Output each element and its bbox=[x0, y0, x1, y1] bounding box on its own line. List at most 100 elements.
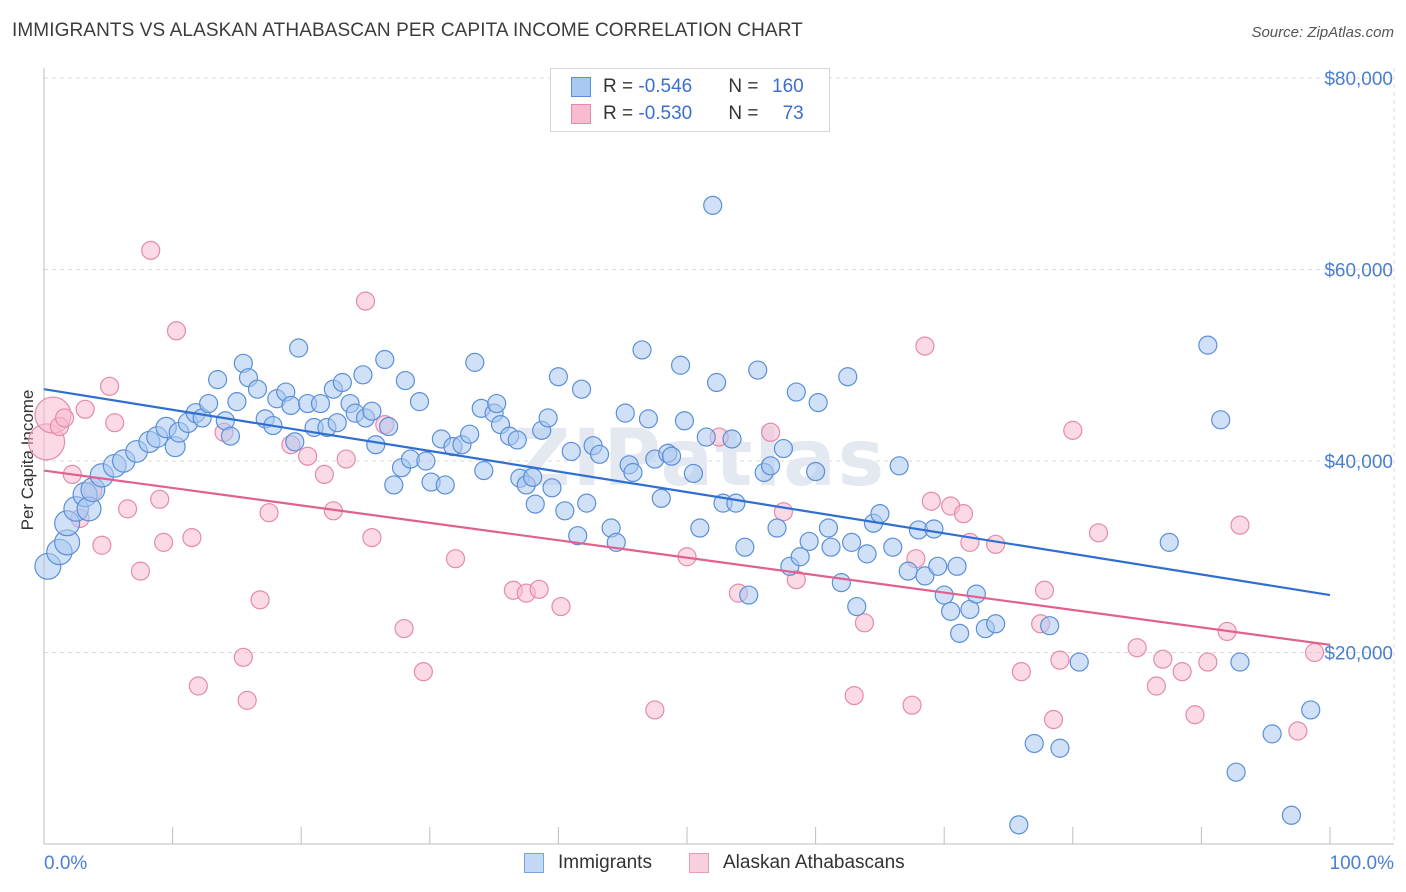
immigrant-point bbox=[1024, 733, 1044, 754]
source-credit: Source: ZipAtlas.com bbox=[1251, 24, 1394, 41]
legend-item-immigrants[interactable]: Immigrants bbox=[524, 852, 652, 874]
athabascan-point bbox=[844, 685, 864, 706]
athabascan-point bbox=[413, 662, 433, 682]
immigrant-point bbox=[941, 601, 961, 621]
athabascan-point bbox=[141, 240, 161, 260]
immigrant-point bbox=[310, 393, 331, 414]
legend-swatch-immigrants bbox=[524, 853, 544, 873]
immigrant-point bbox=[986, 614, 1006, 634]
immigrant-point bbox=[561, 441, 581, 462]
immigrant-point bbox=[638, 409, 659, 429]
immigrant-point bbox=[362, 401, 382, 421]
immigrant-point bbox=[416, 451, 436, 471]
legend-label-immigrants: Immigrants bbox=[558, 852, 652, 873]
athabascan-point bbox=[1172, 662, 1192, 682]
trend-line-alaskan-athabascans bbox=[43, 469, 1331, 646]
immigrant-point bbox=[690, 518, 710, 538]
athabascan-point bbox=[1230, 515, 1250, 535]
immigrant-point bbox=[898, 561, 918, 581]
athabascan-point bbox=[233, 647, 253, 667]
athabascan-point bbox=[298, 446, 318, 466]
correlation-legend: R = -0.546 N = 160 R = -0.530 N = 73 bbox=[550, 68, 830, 132]
athabascan-point bbox=[355, 291, 376, 311]
immigrant-point bbox=[589, 444, 610, 464]
legend-item-alaskan-athabascans[interactable]: Alaskan Athabascans bbox=[689, 852, 905, 874]
immigrant-point bbox=[1159, 532, 1179, 552]
athabascan-point bbox=[1304, 642, 1325, 663]
athabascan-point bbox=[1011, 662, 1031, 682]
immigrant-point bbox=[706, 372, 727, 393]
athabascan-point bbox=[182, 527, 202, 548]
athabascan-point bbox=[153, 532, 174, 552]
athabascan-point bbox=[75, 399, 95, 419]
athabascan-point bbox=[953, 504, 974, 524]
athabascan-point bbox=[105, 413, 125, 433]
immigrant-point bbox=[831, 573, 851, 593]
series-alaskan-athabascans bbox=[27, 240, 1325, 741]
immigrant-point bbox=[623, 462, 643, 483]
immigrant-point bbox=[538, 408, 558, 428]
immigrant-point bbox=[670, 355, 691, 375]
immigrant-point bbox=[199, 393, 219, 414]
athabascan-point bbox=[551, 596, 571, 617]
athabascan-point bbox=[54, 408, 75, 428]
immigrant-point bbox=[1230, 652, 1250, 672]
series-legend: Immigrants Alaskan Athabascans bbox=[0, 852, 1406, 878]
immigrant-point bbox=[571, 379, 592, 399]
immigrant-point bbox=[555, 501, 575, 521]
immigrant-point bbox=[632, 340, 652, 360]
immigrant-point bbox=[435, 475, 455, 495]
athabascan-point bbox=[99, 376, 120, 396]
immigrant-point bbox=[786, 382, 806, 402]
athabascan-point bbox=[150, 489, 170, 509]
y-tick-label: $80,000 bbox=[1324, 69, 1393, 90]
trend-line-immigrants bbox=[43, 388, 1331, 597]
immigrant-point bbox=[847, 596, 867, 617]
immigrant-point bbox=[525, 494, 545, 514]
trend-lines bbox=[43, 388, 1331, 646]
immigrant-point bbox=[289, 338, 309, 358]
immigrant-point bbox=[924, 519, 944, 539]
athabascan-point bbox=[259, 503, 279, 523]
immigrant-point bbox=[568, 526, 588, 546]
immigrant-point bbox=[915, 566, 935, 586]
immigrant-point bbox=[208, 370, 228, 390]
legend-n-value: 73 bbox=[782, 103, 804, 124]
immigrant-point bbox=[928, 556, 948, 576]
immigrant-point bbox=[281, 395, 301, 416]
athabascan-point bbox=[902, 695, 922, 715]
athabascan-point bbox=[915, 336, 935, 356]
immigrant-point bbox=[327, 413, 347, 433]
immigrant-point bbox=[838, 367, 858, 387]
immigrant-point bbox=[384, 475, 404, 495]
x-tick-label-min: 0.0% bbox=[44, 853, 87, 874]
athabascan-point bbox=[1050, 650, 1070, 670]
athabascan-point bbox=[130, 561, 151, 581]
athabascan-point bbox=[117, 499, 138, 519]
athabascan-point bbox=[445, 549, 466, 569]
legend-row-immigrants: R = -0.546 N = 160 bbox=[571, 75, 804, 99]
athabascan-point bbox=[362, 527, 382, 548]
immigrant-point bbox=[790, 547, 810, 567]
legend-n-label: N = bbox=[728, 76, 764, 97]
immigrant-point bbox=[474, 460, 494, 481]
immigrant-point bbox=[465, 352, 485, 372]
immigrant-point bbox=[735, 537, 755, 557]
legend-swatch-immigrants bbox=[571, 77, 591, 97]
immigrant-point bbox=[1226, 762, 1246, 782]
athabascan-point bbox=[760, 422, 781, 442]
athabascan-point bbox=[250, 590, 270, 610]
legend-label-alaskan-athabascans: Alaskan Athabascans bbox=[723, 852, 905, 873]
athabascan-point bbox=[1063, 420, 1083, 440]
legend-r-value: -0.546 bbox=[638, 76, 693, 97]
immigrant-point bbox=[1301, 700, 1321, 720]
athabascan-point bbox=[1034, 580, 1055, 600]
immigrant-point bbox=[353, 365, 373, 385]
immigrant-point bbox=[1262, 724, 1282, 744]
athabascan-point bbox=[986, 534, 1006, 554]
immigrant-point bbox=[487, 393, 507, 414]
immigrant-point bbox=[857, 544, 877, 564]
athabascan-point bbox=[645, 700, 665, 720]
immigrant-point bbox=[870, 504, 890, 524]
immigrant-point bbox=[409, 392, 430, 412]
